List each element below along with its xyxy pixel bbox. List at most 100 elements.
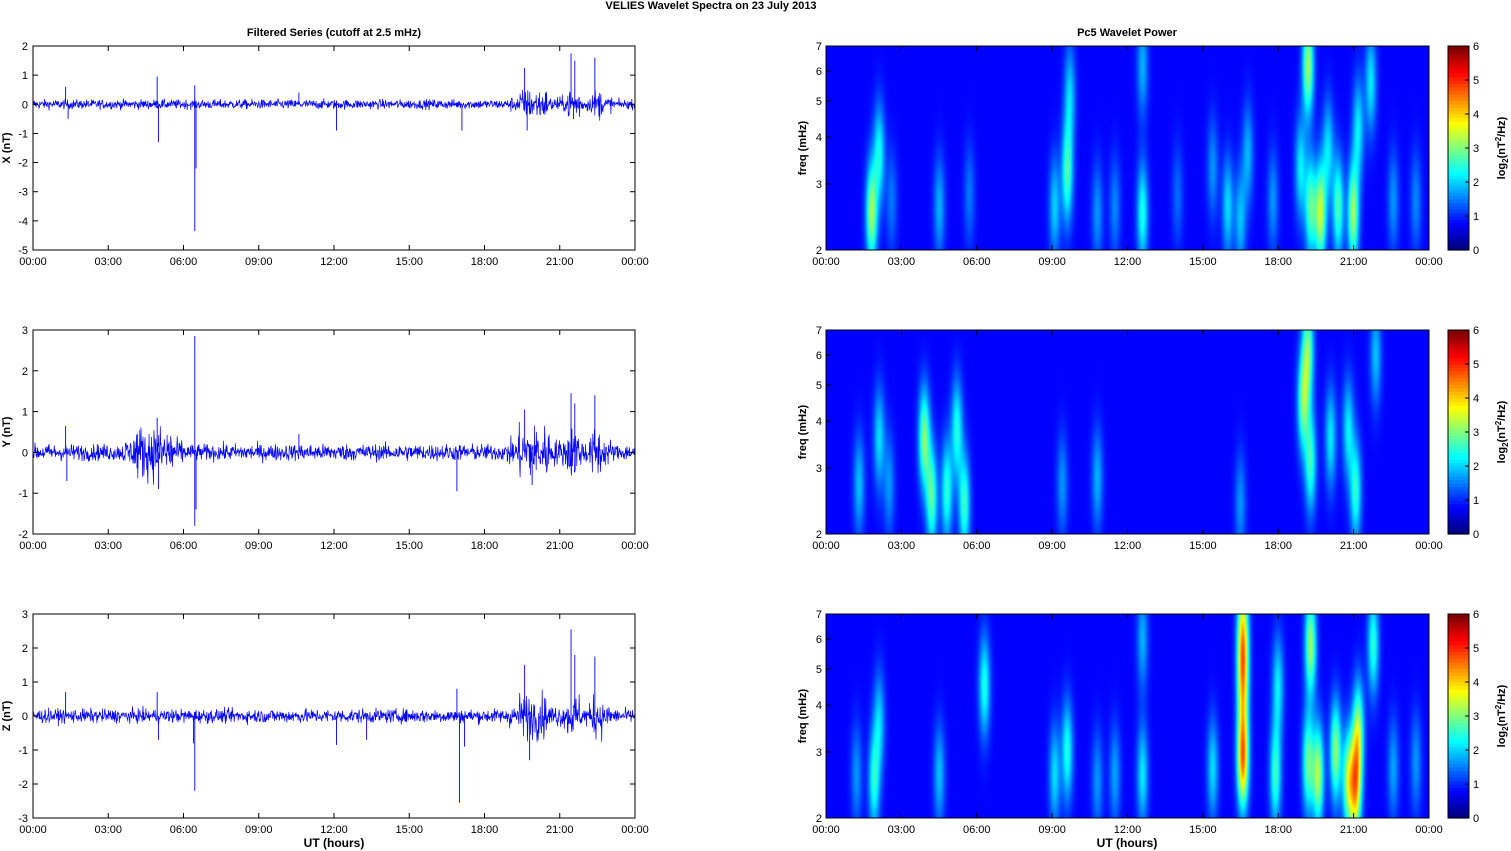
colorbar-label-part: 2	[1501, 442, 1510, 447]
ytick-label: 0	[22, 447, 28, 459]
colorbar-swatch	[1448, 367, 1469, 372]
colorbar-swatch	[1448, 387, 1469, 392]
colorbar-swatch	[1448, 127, 1469, 132]
colorbar-swatch	[1448, 770, 1469, 775]
colorbar-swatch	[1448, 753, 1469, 758]
ytick-label: -1	[18, 745, 28, 757]
colorbar-swatch	[1448, 750, 1469, 754]
colorbar-swatch	[1448, 668, 1469, 673]
colorbar-swatch	[1448, 165, 1469, 169]
colorbar-swatch	[1448, 415, 1469, 419]
colorbar-swatch	[1448, 736, 1469, 741]
colorbar-label: log2(nT2/Hz)	[1494, 684, 1510, 747]
colorbar-swatch	[1448, 117, 1469, 122]
ylabel: X (nT)	[1, 132, 13, 163]
colorbar-swatch	[1448, 343, 1469, 348]
ytick-label: -2	[18, 158, 28, 170]
colorbar-swatch	[1448, 722, 1469, 727]
ytick-label: -2	[18, 779, 28, 791]
colorbar-swatch	[1448, 209, 1469, 214]
ytick-label: 2	[816, 529, 822, 541]
colorbar-swatch	[1448, 641, 1469, 646]
colorbar-swatch	[1448, 811, 1469, 816]
colorbar-swatch	[1448, 637, 1469, 642]
colorbar-swatch	[1448, 523, 1469, 528]
series-trace-y	[32, 421, 636, 485]
ts-xtick-label: 00:00	[19, 540, 47, 552]
colorbar-swatch	[1448, 243, 1469, 248]
colorbar-swatch	[1448, 651, 1469, 656]
colorbar-swatch	[1448, 56, 1469, 61]
colorbar-tick-label: 1	[1473, 779, 1479, 791]
colorbar-swatch	[1448, 46, 1469, 50]
ytick-label: 4	[816, 416, 822, 428]
wv-xtick-label: 09:00	[1038, 824, 1066, 836]
ylabel: freq (mHz)	[797, 120, 809, 175]
wv-xtick-label: 21:00	[1340, 824, 1368, 836]
colorbar-swatch	[1448, 756, 1469, 761]
colorbar-swatch	[1448, 462, 1469, 467]
colorbar-swatch	[1448, 202, 1469, 207]
colorbar-swatch	[1448, 97, 1469, 101]
figure-title: VELIES Wavelet Spectra on 23 July 2013	[605, 0, 816, 12]
ytick-label: 7	[816, 609, 822, 621]
wv-xtick-label: 06:00	[963, 540, 991, 552]
ts-xtick-label: 18:00	[471, 540, 499, 552]
colorbar-swatch	[1448, 52, 1469, 57]
ytick-label: -5	[18, 245, 28, 257]
colorbar-swatch	[1448, 658, 1469, 663]
colorbar-swatch	[1448, 716, 1469, 720]
colorbar-swatch	[1448, 614, 1469, 618]
colorbar-swatch	[1448, 675, 1469, 680]
colorbar-swatch	[1448, 739, 1469, 744]
colorbar-swatch	[1448, 408, 1469, 413]
panels: 210-1-2-3-4-500:00 03:00 06:00 09:00 12:00 15…	[1, 41, 1510, 836]
colorbar-label: log2(nT2/Hz)	[1494, 400, 1510, 463]
colorbar-swatch	[1448, 185, 1469, 190]
colorbar-swatch	[1448, 483, 1469, 487]
colorbar-swatch	[1448, 624, 1469, 629]
colorbar-swatch	[1448, 404, 1469, 409]
colorbar-label-part: 2	[1494, 704, 1503, 709]
colorbar-swatch	[1448, 428, 1469, 433]
colorbar-swatch	[1448, 763, 1469, 768]
series-trace-z	[32, 689, 636, 742]
wv-xtick-label: 18:00	[1264, 824, 1292, 836]
colorbar-swatch	[1448, 374, 1469, 379]
colorbar-swatch	[1448, 438, 1469, 443]
colorbar-swatch	[1448, 648, 1469, 652]
colorbar-swatch	[1448, 100, 1469, 105]
colorbar-swatch	[1448, 671, 1469, 676]
colorbar-tick-label: 3	[1473, 427, 1479, 439]
colorbar-swatch	[1448, 148, 1469, 152]
colorbar-swatch	[1448, 59, 1469, 64]
colorbar-swatch	[1448, 222, 1469, 227]
colorbar-swatch	[1448, 236, 1469, 241]
colorbar-swatch	[1448, 182, 1469, 186]
ytick-label: 1	[22, 677, 28, 689]
colorbar-swatch	[1448, 86, 1469, 91]
ts-xtick-label: 06:00	[170, 824, 198, 836]
colorbar-swatch	[1448, 506, 1469, 511]
colorbar-swatch	[1448, 171, 1469, 176]
colorbar-swatch	[1448, 493, 1469, 498]
timeseries-panel-x: 210-1-2-3-4-500:00 03:00 06:00 09:00 12:00 15…	[1, 41, 649, 268]
colorbar-swatch	[1448, 219, 1469, 224]
colorbar-swatch	[1448, 760, 1469, 765]
ytick-label: 3	[22, 325, 28, 337]
wv-xtick-label: 09:00	[1038, 540, 1066, 552]
ytick-label: 0	[22, 99, 28, 111]
colorbar-swatch	[1448, 702, 1469, 707]
wv-xtick-label: 00:00	[1415, 824, 1443, 836]
colorbar-swatch	[1448, 158, 1469, 163]
colorbar-swatch	[1448, 144, 1469, 149]
wv-xtick-label: 21:00	[1340, 256, 1368, 268]
colorbar-swatch	[1448, 350, 1469, 355]
ts-xtick-label: 15:00	[395, 824, 423, 836]
right-column-title: Pc5 Wavelet Power	[1077, 27, 1178, 39]
colorbar-swatch	[1448, 421, 1469, 426]
ytick-label: 7	[816, 325, 822, 337]
ts-xtick-label: 21:00	[546, 540, 574, 552]
